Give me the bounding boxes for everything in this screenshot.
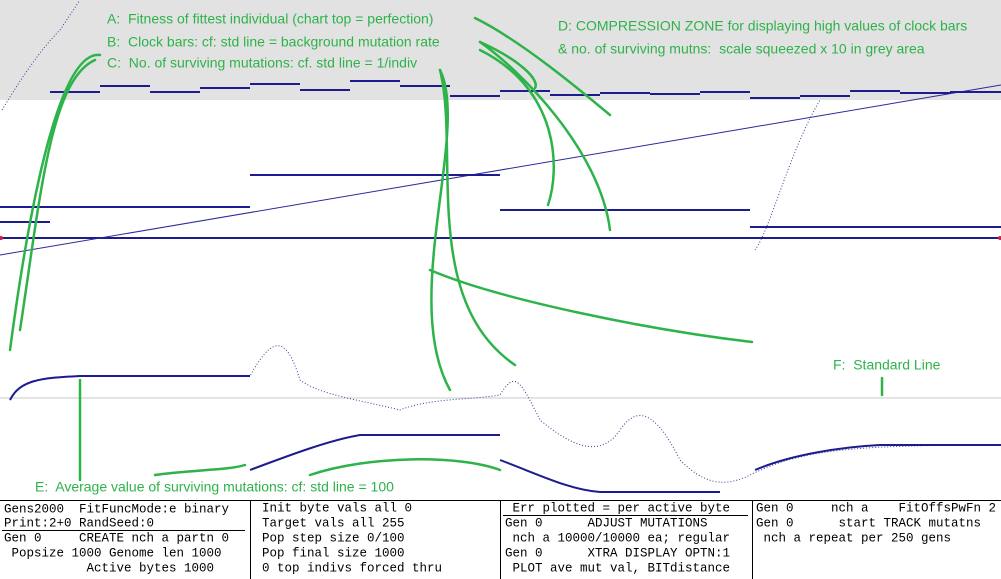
status-line: Pop final size 1000 [262,546,405,560]
end-dot [0,236,3,240]
status-line: Gens2000 FitFuncMode:e binary [4,502,230,516]
annotation: B: Clock bars: cf: std line = background… [107,34,440,50]
status-line: Gen 0 ADJUST MUTATIONS [505,516,708,530]
rising-curve [754,99,821,251]
avg-value-curve [249,434,1001,493]
status-line: Print:2+0 RandSeed:0 [4,516,154,530]
annotation-arrows [8,16,884,482]
status-panel [0,500,1001,579]
status-line: Gen 0 XTRA DISPLAY OPTN:1 [505,546,730,560]
diagonal-line [0,84,1001,256]
status-line: Target vals all 255 [262,516,405,530]
annotation: D: COMPRESSION ZONE for displaying high … [558,18,967,34]
annotation: C: No. of surviving mutations: cf. std l… [107,55,417,71]
status-line: nch a 10000/10000 ea; regular [505,531,730,545]
annotation: A: Fitness of fittest individual (chart … [107,11,433,27]
plot-area [0,100,1001,500]
status-line: Err plotted = per active byte [505,501,730,515]
clock-bars [0,80,1001,228]
annotation: F: Standard Line [833,357,941,373]
annotation: E: Average value of surviving mutations:… [35,479,394,495]
status-line: Popsize 1000 Genome len 1000 [4,546,222,560]
status-line: Active bytes 1000 [4,561,214,575]
status-line: 0 top indivs forced thru [262,561,442,575]
status-line: nch a repeat per 250 gens [756,531,951,545]
status-line: Gen 0 CREATE nch a partn 0 [4,531,229,545]
annotation: & no. of surviving mutns: scale squeezed… [558,41,925,57]
status-line: Gen 0 nch a FitOffsPwFn 2 [756,501,996,515]
status-line: PLOT ave mut val, BITdistance [505,561,730,575]
mutation-count-early [9,375,250,401]
status-line: Pop step size 0/100 [262,531,405,545]
status-line: Init byte vals all 0 [262,501,412,515]
end-dot [998,236,1001,240]
compression-zone [0,0,1001,100]
status-line: Gen 0 start TRACK mutatns [756,516,981,530]
fitness-curve [1,0,81,111]
